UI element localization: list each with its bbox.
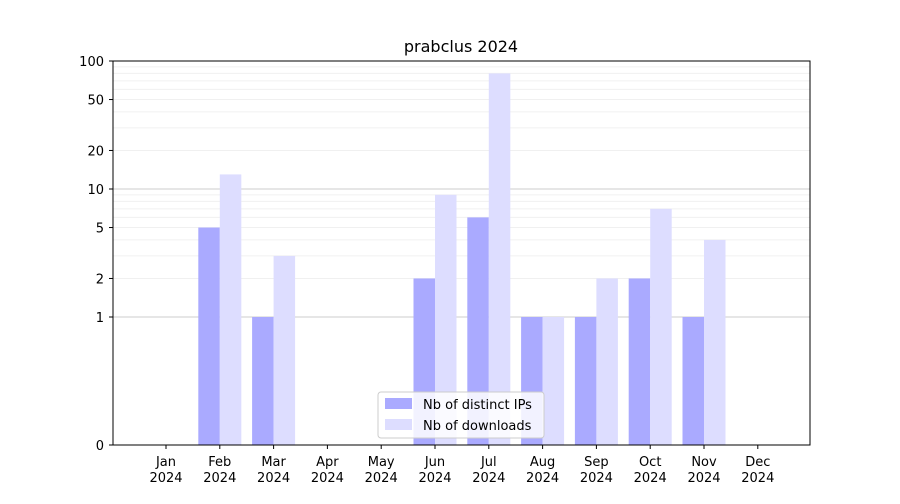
legend-label-downloads: Nb of downloads <box>423 419 532 434</box>
bars <box>198 73 726 445</box>
legend-box <box>377 391 545 439</box>
x-tick-label-month: Jul <box>480 455 497 470</box>
x-tick-label-month: Feb <box>208 455 231 470</box>
y-axis: 0 1 2 5 10 20 50 100 <box>79 55 113 454</box>
x-tick-label-month: Apr <box>316 455 339 470</box>
x-tick-label-month: Jun <box>424 455 445 470</box>
y-tick-label: 5 <box>96 222 104 237</box>
bar-downloads-nov <box>704 239 726 445</box>
x-tick-label-year: 2024 <box>418 471 451 486</box>
x-tick-label-month: Nov <box>691 455 717 470</box>
y-tick-label: 50 <box>87 94 104 109</box>
bar-downloads-feb <box>219 174 242 445</box>
bar-distinct-ips-jul <box>467 217 489 445</box>
y-tick-label: 2 <box>96 272 104 287</box>
x-tick-label-month: Dec <box>745 455 770 470</box>
y-tick-label: 100 <box>79 55 104 70</box>
y-tick-label: 10 <box>87 183 104 198</box>
x-axis: Jan2024Feb2024Mar2024Apr2024May2024Jun20… <box>149 445 774 486</box>
x-tick-label-month: Aug <box>530 455 555 470</box>
bar-distinct-ips-sep <box>574 317 597 445</box>
chart-title: prabclus 2024 <box>404 37 518 56</box>
x-tick-label-year: 2024 <box>634 471 667 486</box>
legend-label-ips: Nb of distinct IPs <box>423 398 532 413</box>
x-tick-label-month: Jan <box>155 455 176 470</box>
bar-downloads-aug <box>542 317 565 445</box>
x-tick-label-year: 2024 <box>257 471 290 486</box>
x-tick-label-month: Sep <box>584 455 609 470</box>
bar-downloads-sep <box>596 278 618 445</box>
legend-swatch-ips <box>385 398 412 409</box>
bar-distinct-ips-feb <box>198 227 220 445</box>
plot-frame <box>112 60 811 446</box>
x-tick-label-month: Oct <box>639 455 661 470</box>
x-tick-label-year: 2024 <box>687 471 720 486</box>
legend-swatch-downloads <box>385 419 412 430</box>
x-tick-label-year: 2024 <box>365 471 398 486</box>
x-tick-label-year: 2024 <box>472 471 505 486</box>
x-tick-label-year: 2024 <box>149 471 182 486</box>
x-tick-label-month: May <box>368 455 395 470</box>
x-tick-label-year: 2024 <box>741 471 774 486</box>
x-tick-label-year: 2024 <box>203 471 236 486</box>
bar-distinct-ips-mar <box>252 317 274 445</box>
x-tick-label-year: 2024 <box>311 471 344 486</box>
y-tick-label: 1 <box>96 311 104 326</box>
bar-downloads-mar <box>273 255 296 445</box>
bar-downloads-jul <box>488 73 511 445</box>
bar-downloads-oct <box>650 208 672 445</box>
legend: Nb of distinct IPs Nb of downloads <box>377 391 545 439</box>
bar-distinct-ips-oct <box>628 278 651 445</box>
y-tick-label: 20 <box>87 144 104 159</box>
x-tick-label-year: 2024 <box>580 471 613 486</box>
bar-downloads-jun <box>435 194 457 445</box>
y-tick-label: 0 <box>96 439 104 454</box>
x-tick-label-month: Mar <box>261 455 286 470</box>
bar-distinct-ips-nov <box>682 317 704 445</box>
x-tick-label-year: 2024 <box>526 471 559 486</box>
